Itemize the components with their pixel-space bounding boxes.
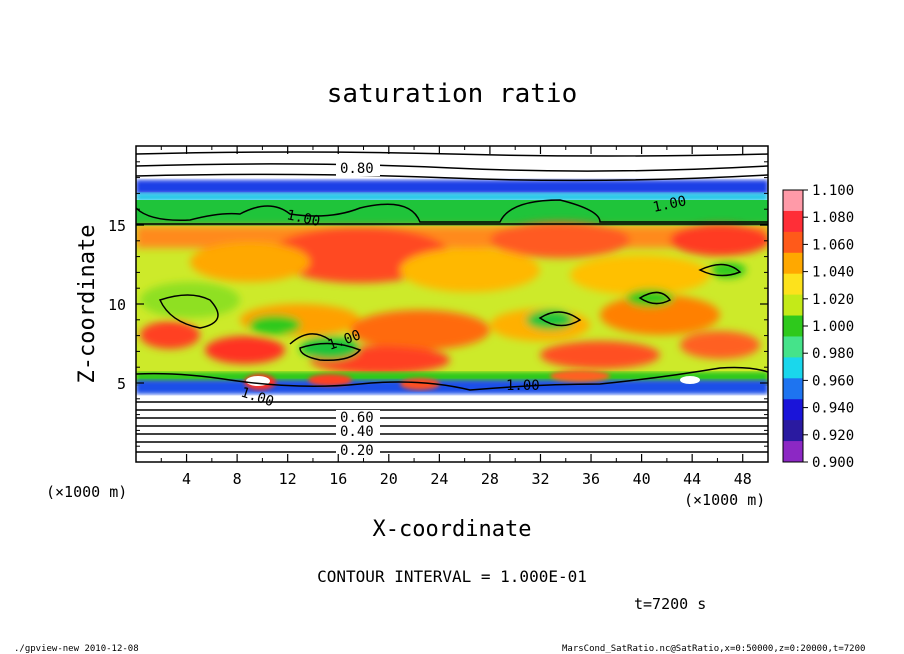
- band-cyan: [136, 193, 768, 201]
- colorbar-tick-label: 1.100: [812, 183, 854, 199]
- x-tick-label: 4: [182, 470, 191, 488]
- field-blobs: [136, 222, 768, 374]
- colorbar-segment: [783, 190, 803, 212]
- footer-left: ./gpview-new 2010-12-08: [14, 644, 139, 654]
- colorbar-segment: [783, 231, 803, 254]
- x-axis-label: X-coordinate: [373, 517, 532, 542]
- colorbar-tick-label: 1.060: [812, 237, 854, 253]
- contour-label: 1.00: [285, 207, 321, 230]
- colorbar-tick-label: 0.900: [812, 455, 854, 471]
- x-tick-label: 16: [329, 470, 347, 488]
- contour-label: 0.80: [340, 161, 374, 177]
- contour-100-mid: [158, 263, 742, 362]
- x-tick-label: 28: [481, 470, 499, 488]
- x-axis-ticks: 4 8 12 16 20 24 28 32 36 40 44 48: [160, 146, 752, 488]
- contour-upper-1: [136, 151, 768, 157]
- plot-area: 0.80 1.00 1.00 1.00 1.00 1.00 0.60 0.40 …: [136, 146, 768, 462]
- colorbar-tick-label: 0.980: [812, 346, 854, 362]
- colorbar: [783, 190, 803, 463]
- x-tick-label: 40: [633, 470, 651, 488]
- contour-upper-3: [136, 173, 768, 182]
- x-tick-label: 48: [734, 470, 752, 488]
- x-tick-label: 36: [582, 470, 600, 488]
- contour-label: 0.20: [340, 443, 374, 459]
- x-tick-label: 12: [279, 470, 297, 488]
- colorbar-tick-label: 1.000: [812, 319, 854, 335]
- colorbar-segment: [783, 315, 803, 337]
- contour-100-top: [136, 199, 768, 225]
- x-tick-label: 8: [233, 470, 242, 488]
- contour-lines: [136, 151, 768, 453]
- colorbar-segment: [783, 420, 803, 442]
- colorbar-segment: [783, 441, 803, 463]
- y-axis-label: Z-coordinate: [75, 225, 100, 384]
- x-unit-label: (×1000 m): [684, 491, 765, 509]
- colorbar-segment: [783, 378, 803, 400]
- colorbar-tick-label: 1.040: [812, 265, 854, 281]
- footer-right: MarsCond_SatRatio.nc@SatRatio,x=0:50000,…: [562, 644, 865, 654]
- x-tick-label: 20: [380, 470, 398, 488]
- contour-label: 0.60: [340, 410, 374, 426]
- contour-interval-text: CONTOUR INTERVAL = 1.000E-01: [317, 567, 587, 586]
- colorbar-segment: [783, 273, 803, 296]
- colorbar-labels: 1.100 1.080 1.060 1.040 1.020 1.000 0.980 0.960…: [803, 183, 854, 471]
- colorbar-segment: [783, 399, 803, 421]
- x-tick-label: 44: [683, 470, 701, 488]
- colorbar-segment: [783, 210, 803, 233]
- colorbar-segment: [783, 336, 803, 358]
- x-tick-label: 32: [531, 470, 549, 488]
- white-patch: [680, 376, 700, 384]
- chart-title: saturation ratio: [327, 79, 577, 109]
- colorbar-tick-label: 0.940: [812, 401, 854, 417]
- y-tick-label: 15: [108, 217, 126, 235]
- colorbar-segment: [783, 252, 803, 275]
- colorbar-segment: [783, 357, 803, 379]
- y-axis-ticks: 5 10 15: [108, 161, 768, 447]
- colorbar-tick-label: 0.920: [812, 428, 854, 444]
- colorbar-tick-label: 0.960: [812, 373, 854, 389]
- y-tick-label: 10: [108, 296, 126, 314]
- contour-label: 1.00: [652, 193, 688, 216]
- band-blue-top: [136, 180, 768, 194]
- contour-label: 1.00: [506, 378, 540, 394]
- contour-100-low: [136, 366, 768, 391]
- colorbar-segment: [783, 294, 803, 317]
- x-tick-label: 24: [430, 470, 448, 488]
- z-unit-label: (×1000 m): [46, 483, 127, 501]
- time-label: t=7200 s: [634, 595, 706, 613]
- band-low-green: [136, 372, 768, 382]
- colorbar-tick-label: 1.020: [812, 292, 854, 308]
- colorbar-tick-label: 1.080: [812, 210, 854, 226]
- y-tick-label: 5: [117, 375, 126, 393]
- contour-label: 0.40: [340, 424, 374, 440]
- contour-upper-2: [136, 163, 768, 172]
